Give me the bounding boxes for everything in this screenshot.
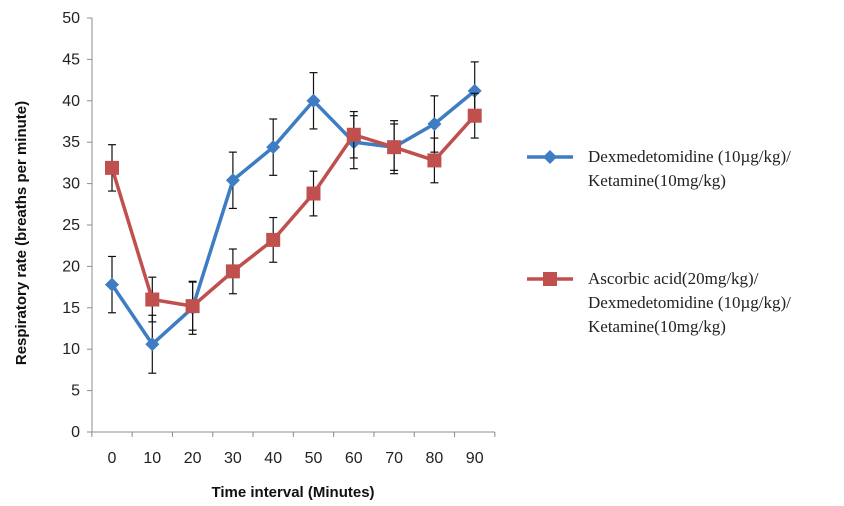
data-point bbox=[145, 292, 160, 307]
legend-marker bbox=[543, 150, 557, 164]
data-point bbox=[387, 140, 402, 155]
y-tick-label: 50 bbox=[62, 10, 80, 27]
data-point bbox=[427, 116, 442, 131]
data-point bbox=[225, 264, 240, 279]
y-axis-title: Respiratory rate (breaths per minute) bbox=[13, 101, 30, 365]
data-point bbox=[225, 173, 240, 188]
y-tick-label: 40 bbox=[62, 93, 80, 110]
data-point bbox=[266, 140, 281, 155]
y-tick-label: 35 bbox=[62, 134, 80, 151]
x-tick-label: 0 bbox=[108, 450, 117, 467]
y-tick-label: 5 bbox=[71, 383, 80, 400]
legend-label: Ascorbic acid(20mg/kg)/ bbox=[588, 269, 759, 288]
series-line bbox=[110, 114, 476, 308]
y-tick-label: 30 bbox=[62, 176, 80, 193]
data-point bbox=[145, 337, 160, 352]
x-tick-label: 50 bbox=[305, 450, 323, 467]
data-point bbox=[346, 127, 361, 142]
y-tick-label: 20 bbox=[62, 258, 80, 275]
x-tick-label: 80 bbox=[426, 450, 444, 467]
y-tick-label: 0 bbox=[71, 424, 80, 441]
x-tick-label: 10 bbox=[143, 450, 161, 467]
legend-label: Ketamine(10mg/kg) bbox=[588, 317, 726, 336]
y-tick-label: 25 bbox=[62, 217, 80, 234]
data-point bbox=[467, 83, 482, 98]
legend-label: Dexmedetomidine (10µg/kg)/ bbox=[588, 147, 791, 166]
plot-area: 0 5 10 15 20 25 30 35 40 45 50 0 10 20 30 40 50 60 70 80 90 bbox=[62, 10, 496, 467]
legend-marker bbox=[543, 272, 557, 286]
legend-entry-1: Dexmedetomidine (10µg/kg)/ Ketamine(10mg/… bbox=[527, 147, 791, 190]
series-2 bbox=[105, 92, 482, 331]
x-tick-label: 90 bbox=[466, 450, 484, 467]
legend-label: Dexmedetomidine (10µg/kg)/ bbox=[588, 293, 791, 312]
series-line bbox=[110, 89, 476, 346]
legend: Dexmedetomidine (10µg/kg)/ Ketamine(10mg/… bbox=[527, 147, 791, 336]
data-point bbox=[467, 108, 482, 123]
legend-entry-2: Ascorbic acid(20mg/kg)/ Dexmedetomidine (… bbox=[527, 269, 791, 336]
data-point bbox=[306, 93, 321, 108]
x-tick-label: 30 bbox=[224, 450, 242, 467]
x-tick-label: 20 bbox=[184, 450, 202, 467]
data-point bbox=[105, 160, 119, 175]
data-point bbox=[306, 186, 321, 201]
x-tick-label: 60 bbox=[345, 450, 363, 467]
data-point bbox=[185, 299, 200, 314]
y-tick-label: 45 bbox=[62, 51, 80, 68]
x-axis-title: Time interval (Minutes) bbox=[211, 484, 374, 501]
x-tick-label: 70 bbox=[385, 450, 403, 467]
data-point bbox=[105, 277, 119, 292]
legend-label: Ketamine(10mg/kg) bbox=[588, 171, 726, 190]
data-point bbox=[266, 232, 281, 247]
y-tick-label: 10 bbox=[62, 341, 80, 358]
y-tick-label: 15 bbox=[62, 300, 80, 317]
data-point bbox=[427, 153, 442, 168]
x-tick-label: 40 bbox=[264, 450, 282, 467]
